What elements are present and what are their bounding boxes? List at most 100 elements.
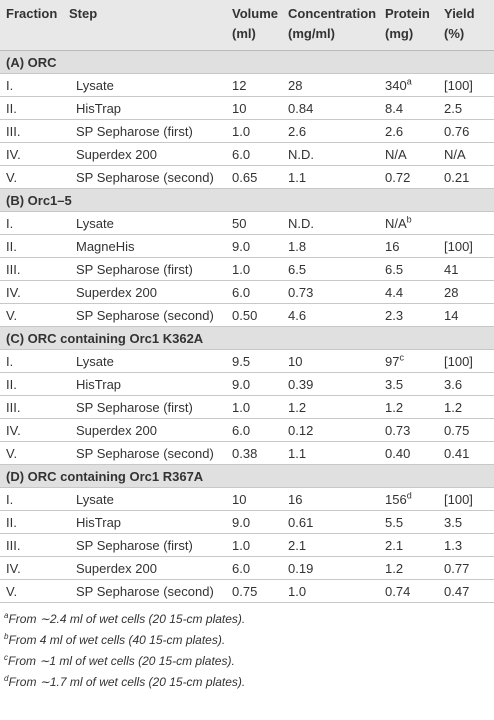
step-cell: Superdex 200 [63,418,226,442]
volume: 50 [232,215,247,231]
fraction-cell: V. [0,579,63,603]
yield-cell: 41 [438,257,494,281]
concentration-cell: 28 [282,73,379,97]
header-text: (mg) [385,26,414,41]
step: Superdex 200 [76,560,157,576]
volume: 9.5 [232,353,251,369]
volume-cell: 6.0 [226,280,282,304]
footnote-text: From ∼1.7 ml of wet cells (20 15-cm plat… [8,675,246,689]
yield: [100] [444,353,473,369]
concentration: 0.12 [288,422,314,438]
fraction-cell: II. [0,510,63,534]
yield-cell: N/A [438,142,494,166]
header-cell: Volume (ml) [226,0,282,51]
protein-cell: 2.3 [379,303,438,327]
volume-cell: 9.5 [226,349,282,373]
concentration-cell: 1.2 [282,395,379,419]
yield: 0.41 [444,445,470,461]
fraction: I. [6,491,14,507]
concentration-cell: 6.5 [282,257,379,281]
concentration: 6.5 [288,261,307,277]
fraction: V. [6,169,18,185]
concentration: 28 [288,77,303,93]
section-title: (A) ORC [0,50,494,74]
step-cell: HisTrap [63,510,226,534]
step-cell: Lysate [63,73,226,97]
yield: 0.21 [444,169,470,185]
concentration-cell: 4.6 [282,303,379,327]
data-row: II. HisTrap 10 0.84 8.4 2.5 [0,96,494,120]
protein: 1.2 [385,399,404,415]
step-cell: SP Sepharose (second) [63,303,226,327]
concentration: 0.39 [288,376,314,392]
concentration: 1.1 [288,169,307,185]
section-title: (C) ORC containing Orc1 K362A [0,326,494,350]
fraction-cell: II. [0,372,63,396]
concentration: 1.8 [288,238,307,254]
fraction-cell: IV. [0,418,63,442]
concentration-cell: 0.12 [282,418,379,442]
concentration-cell: N.D. [282,142,379,166]
footnote-mark: b [4,632,9,641]
header-text: (ml) [232,26,256,41]
volume-cell: 10 [226,96,282,120]
fraction: II. [6,238,17,254]
protein: 156 [385,491,407,507]
footnote-text: From 4 ml of wet cells (40 15-cm plates)… [8,633,226,647]
protein: 340 [385,77,407,93]
protein-cell: 0.74 [379,579,438,603]
protein-cell: 0.40 [379,441,438,465]
footnote-text: From ∼1 ml of wet cells (20 15-cm plates… [8,654,235,668]
footnotes: aFrom ∼2.4 ml of wet cells (20 15-cm pla… [0,603,494,693]
fraction-cell: III. [0,533,63,557]
concentration: 1.1 [288,445,307,461]
step-cell: SP Sepharose (first) [63,395,226,419]
concentration-cell: 16 [282,487,379,511]
fraction: V. [6,583,18,599]
data-row: I. Lysate 50 N.D. N/Ab [0,211,494,235]
header-cell: Concentration (mg/ml) [282,0,379,51]
footnote-mark: c [399,352,404,363]
volume-cell: 12 [226,73,282,97]
protein: 97 [385,353,400,369]
protein-cell: 1.2 [379,556,438,580]
yield-cell: 1.3 [438,533,494,557]
step: Lysate [76,215,114,231]
step-cell: Superdex 200 [63,556,226,580]
concentration-cell: 0.61 [282,510,379,534]
section-title: (B) Orc1–5 [0,188,494,212]
protein-cell: 3.5 [379,372,438,396]
section-row: (D) ORC containing Orc1 R367A [0,464,494,488]
concentration: 16 [288,491,303,507]
fraction: I. [6,353,14,369]
yield: 2.5 [444,100,463,116]
volume: 6.0 [232,146,251,162]
protein: 2.1 [385,537,404,553]
header-text: Protein [385,6,430,21]
footnote-mark: b [406,214,412,225]
concentration-cell: 2.6 [282,119,379,143]
yield: N/A [444,146,466,162]
yield: 0.75 [444,422,470,438]
step-cell: Superdex 200 [63,280,226,304]
step-cell: SP Sepharose (second) [63,165,226,189]
volume: 1.0 [232,123,251,139]
protein-cell: 2.1 [379,533,438,557]
step: SP Sepharose (second) [76,169,214,185]
volume: 12 [232,77,247,93]
concentration: N.D. [288,215,314,231]
header-text: Fraction [6,6,58,21]
step: HisTrap [76,376,122,392]
protein-cell: 1.2 [379,395,438,419]
volume: 0.50 [232,307,258,323]
data-row: IV. Superdex 200 6.0 0.73 4.4 28 [0,280,494,304]
yield: [100] [444,77,473,93]
footnote-mark: c [4,653,8,662]
concentration-cell: N.D. [282,211,379,235]
yield-cell: [100] [438,73,494,97]
volume: 1.0 [232,399,251,415]
data-row: IV. Superdex 200 6.0 0.19 1.2 0.77 [0,556,494,580]
concentration-cell: 0.73 [282,280,379,304]
protein-cell: 340a [379,73,438,97]
footnote: dFrom ∼1.7 ml of wet cells (20 15-cm pla… [4,672,488,693]
